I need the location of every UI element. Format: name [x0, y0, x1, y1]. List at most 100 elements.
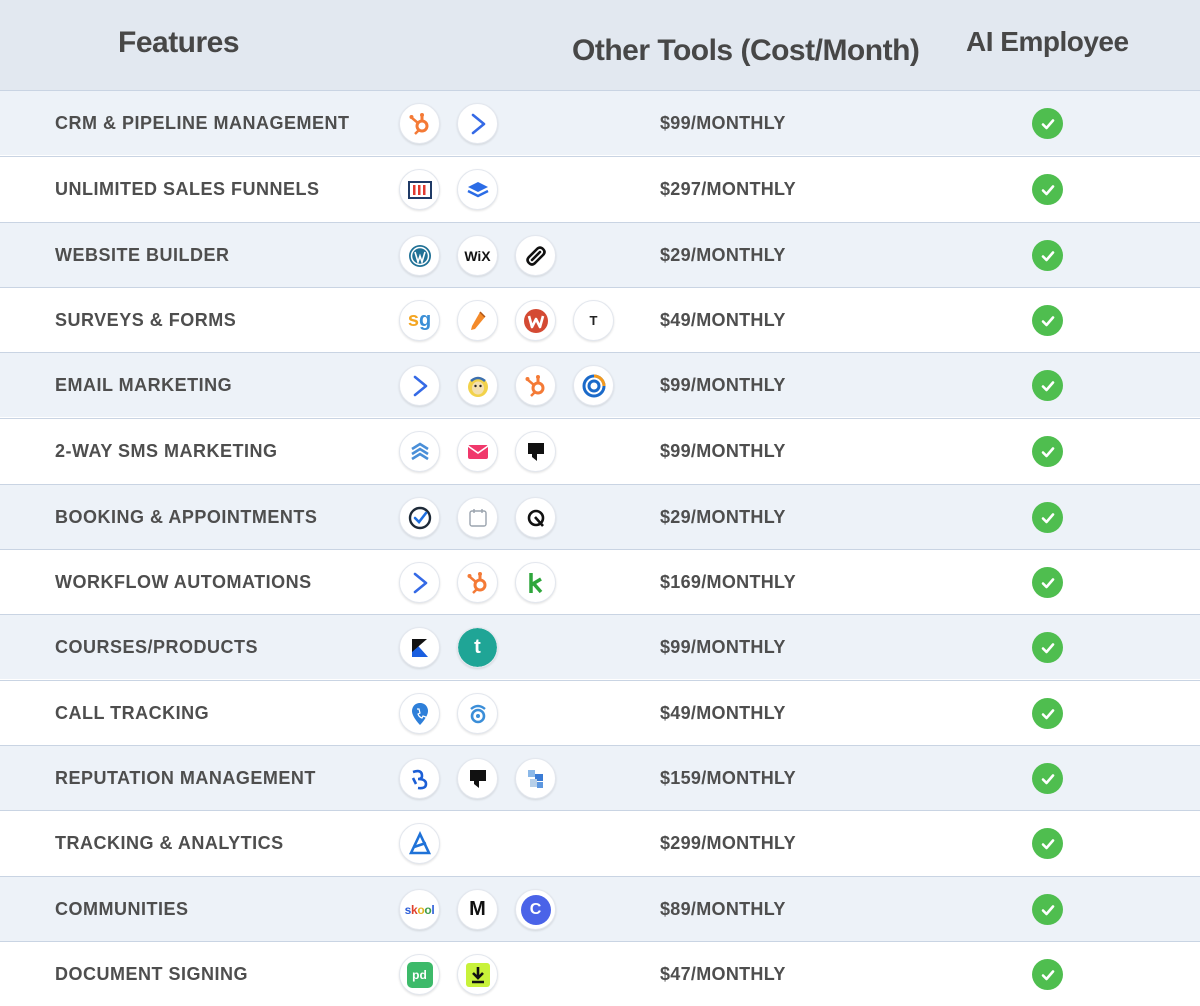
checkmark-icon: [1032, 632, 1063, 663]
feature-name: 2-WAY SMS MARKETING: [55, 441, 278, 461]
checkmark-icon: [1032, 502, 1063, 533]
teachable-icon: t: [457, 627, 498, 668]
checkmark-icon: [1032, 108, 1063, 139]
tool-icons: [399, 681, 498, 746]
calendar-icon: [457, 497, 498, 538]
table-row: TRACKING & ANALYTICS $299/MONTHLY: [0, 810, 1200, 875]
kajabi-icon: [399, 627, 440, 668]
birdeye-icon: [399, 758, 440, 799]
constantcontact-icon: [573, 365, 614, 406]
pandadoc-icon: pd: [399, 954, 440, 995]
textmagic-icon: [399, 431, 440, 472]
calltrackingmetrics-icon: [399, 693, 440, 734]
table-row: EMAIL MARKETING $99/MONTHLY: [0, 352, 1200, 417]
checkmark-icon: [1032, 894, 1063, 925]
analytics-icon: [399, 823, 440, 864]
tool-icons: pd: [399, 942, 498, 1006]
table-row: DOCUMENT SIGNING pd $47/MONTHLY: [0, 941, 1200, 1006]
feature-name: SURVEYS & FORMS: [55, 310, 237, 330]
simpletexting-icon: [457, 431, 498, 472]
callrail-icon: [457, 693, 498, 734]
keap-icon: [515, 562, 556, 603]
checkmark-icon: [1032, 828, 1063, 859]
podium-icon: [457, 758, 498, 799]
activecampaign-icon: [399, 562, 440, 603]
checkmark-icon: [1032, 436, 1063, 467]
table-row: UNLIMITED SALES FUNNELS $297/MONTHLY: [0, 156, 1200, 221]
checkmark-icon: [1032, 240, 1063, 271]
table-row: WORKFLOW AUTOMATIONS $169/MONTHLY: [0, 549, 1200, 614]
tool-icons: [399, 485, 556, 550]
surveygizmo-icon: sg: [399, 300, 440, 341]
mighty-networks-icon: M: [457, 889, 498, 930]
monthly-cost: $49/MONTHLY: [660, 703, 786, 723]
download-sign-icon: [457, 954, 498, 995]
leadpages-icon: [457, 169, 498, 210]
feature-name: COMMUNITIES: [55, 899, 189, 919]
wix-text: WiX: [464, 247, 491, 264]
wufoo-icon: [515, 300, 556, 341]
clickfunnels-icon: [399, 169, 440, 210]
table-row: REPUTATION MANAGEMENT $159/MONTHLY: [0, 745, 1200, 810]
checkmark-icon: [1032, 763, 1063, 794]
monthly-cost: $49/MONTHLY: [660, 310, 786, 330]
table-row: WEBSITE BUILDER WiX $29/MONTHLY: [0, 222, 1200, 287]
checkmark-icon: [1032, 959, 1063, 990]
table-row: BOOKING & APPOINTMENTS $29/MONTHLY: [0, 484, 1200, 549]
checkmark-icon: [1032, 305, 1063, 336]
checkmark-icon: [1032, 370, 1063, 401]
hubspot-icon: [457, 562, 498, 603]
table-row: COMMUNITIES skool M C $89/MONTHLY: [0, 876, 1200, 941]
tool-icons: [399, 811, 440, 876]
tool-icons: [399, 157, 498, 222]
jotform-icon: [457, 300, 498, 341]
table-header: Features Other Tools (Cost/Month) AI Emp…: [0, 0, 1200, 90]
feature-name: CRM & PIPELINE MANAGEMENT: [55, 113, 350, 133]
circle-icon: C: [515, 889, 556, 930]
feature-name: COURSES/PRODUCTS: [55, 637, 259, 657]
table-row: SURVEYS & FORMS sg T $49/MONTHLY: [0, 287, 1200, 352]
feature-name: BOOKING & APPOINTMENTS: [55, 507, 318, 527]
tool-icons: sg T: [399, 288, 614, 353]
feature-name: CALL TRACKING: [55, 703, 210, 723]
acuity-icon: [515, 497, 556, 538]
monthly-cost: $99/MONTHLY: [660, 637, 786, 657]
feature-name: REPUTATION MANAGEMENT: [55, 768, 316, 788]
typeform-icon: T: [573, 300, 614, 341]
feature-name: WEBSITE BUILDER: [55, 245, 230, 265]
monthly-cost: $89/MONTHLY: [660, 899, 786, 919]
monthly-cost: $159/MONTHLY: [660, 768, 796, 788]
monthly-cost: $99/MONTHLY: [660, 375, 786, 395]
tool-icons: [399, 91, 498, 156]
monthly-cost: $297/MONTHLY: [660, 179, 796, 199]
skool-icon: skool: [399, 889, 440, 930]
feature-name: TRACKING & ANALYTICS: [55, 833, 284, 853]
activecampaign-icon: [399, 365, 440, 406]
mailchimp-icon: [457, 365, 498, 406]
podium-icon: [515, 431, 556, 472]
checkmark-icon: [1032, 698, 1063, 729]
monthly-cost: $29/MONTHLY: [660, 507, 786, 527]
tool-icons: [399, 353, 614, 418]
monthly-cost: $99/MONTHLY: [660, 441, 786, 461]
wordpress-icon: [399, 235, 440, 276]
squarespace-icon: [515, 235, 556, 276]
activecampaign-icon: [457, 103, 498, 144]
ai-employee-column-header: AI Employee: [966, 26, 1129, 57]
tool-icons: [399, 550, 556, 615]
features-column-header: Features: [118, 26, 240, 59]
monthly-cost: $29/MONTHLY: [660, 245, 786, 265]
monthly-cost: $99/MONTHLY: [660, 113, 786, 133]
hubspot-icon: [515, 365, 556, 406]
feature-name: UNLIMITED SALES FUNNELS: [55, 179, 320, 199]
hubspot-icon: [399, 103, 440, 144]
tool-icons: [399, 419, 556, 484]
monthly-cost: $47/MONTHLY: [660, 964, 786, 984]
table-row: COURSES/PRODUCTS t $99/MONTHLY: [0, 614, 1200, 679]
tool-icons: [399, 746, 556, 811]
calendly-icon: [399, 497, 440, 538]
other-tools-column-header: Other Tools (Cost/Month): [572, 34, 920, 67]
tool-icons: skool M C: [399, 877, 556, 942]
checkmark-icon: [1032, 567, 1063, 598]
